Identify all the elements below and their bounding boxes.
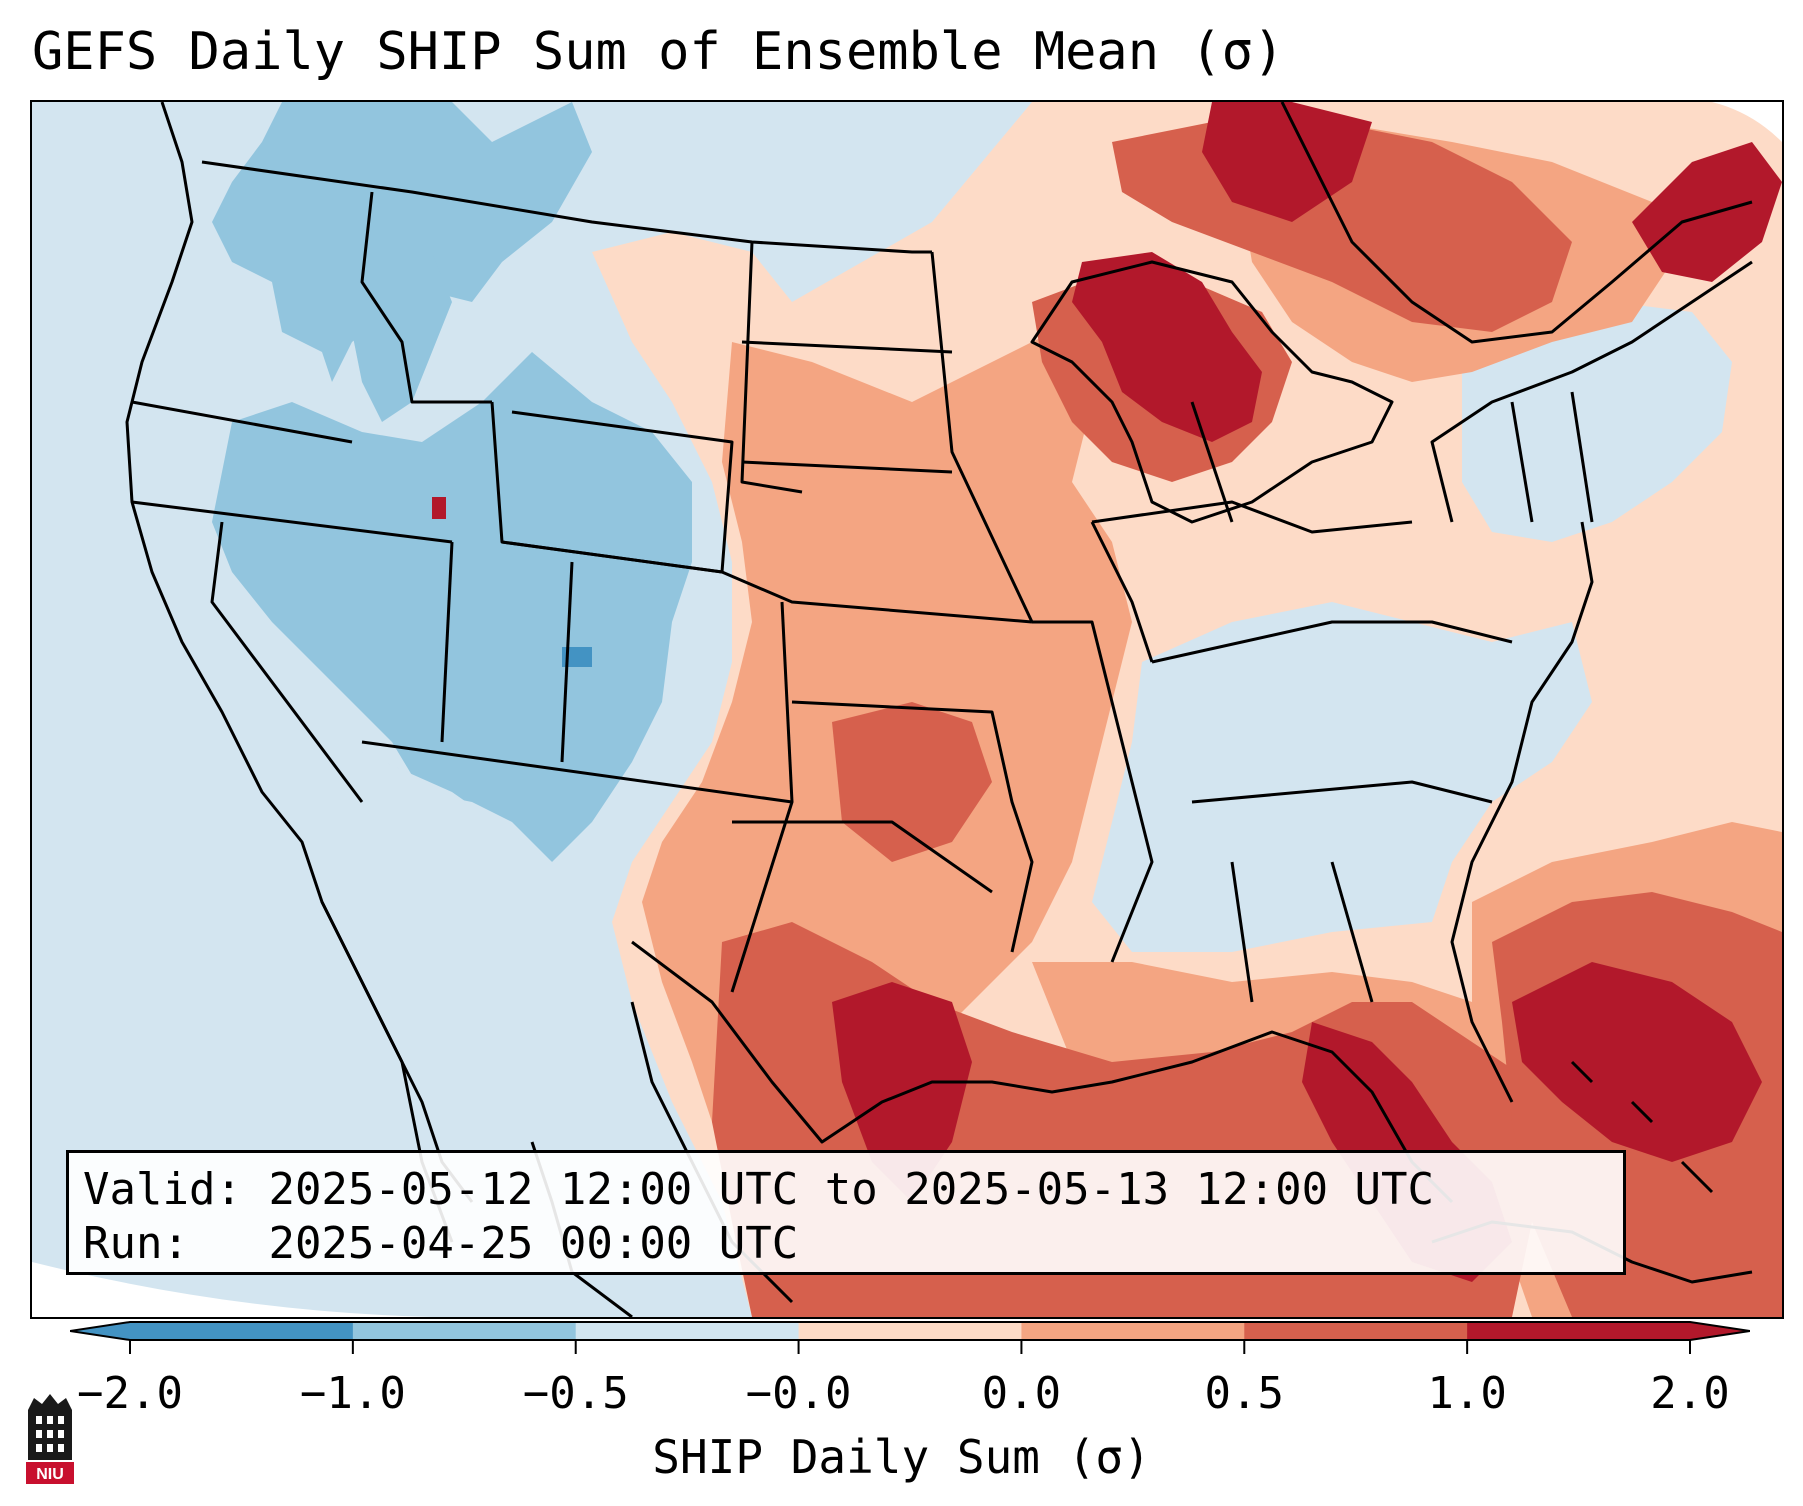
- colorbar-tick-label: 0.5: [1204, 1368, 1285, 1419]
- map-title: GEFS Daily SHIP Sum of Ensemble Mean (σ): [32, 22, 1285, 82]
- colorbar-label: SHIP Daily Sum (σ): [652, 1430, 1151, 1484]
- colorbar-segment: [798, 1322, 1022, 1340]
- field-very-strong-positive-maine: [1632, 142, 1782, 282]
- colorbar-tick-label: 2.0: [1650, 1368, 1730, 1419]
- valid-value: 2025-05-12 12:00 UTC to 2025-05-13 12:00…: [268, 1164, 1435, 1215]
- run-value: 2025-04-25 00:00 UTC: [268, 1218, 799, 1269]
- out-of-domain-ne: [1712, 102, 1782, 142]
- colorbar-segments: [70, 1321, 1750, 1354]
- field-very-strong-positive-lakes: [1072, 252, 1262, 442]
- field-very-strong-positive-north: [1202, 102, 1372, 222]
- colorbar-tick-label: −1.0: [299, 1368, 406, 1419]
- field-very-strong-positive-utah-cell: [432, 497, 446, 519]
- field-very-strong-positive-bahamas: [1512, 962, 1762, 1162]
- field-strong-negative-colorado: [562, 647, 592, 667]
- colorbar: [70, 1321, 1750, 1354]
- colorbar-extend-min: [70, 1322, 130, 1340]
- field-moderate-negative-idaho: [352, 212, 452, 422]
- valid-label: Valid:: [83, 1164, 242, 1215]
- colorbar-tick-label: −0.5: [522, 1368, 629, 1419]
- field-moderate-negative-west: [212, 352, 692, 862]
- niu-logo-icon: NIU: [26, 1394, 74, 1484]
- anomaly-map: [32, 102, 1782, 1317]
- field-weak-negative-southeast: [1092, 602, 1592, 952]
- field-weak-negative-northeast: [1462, 302, 1732, 542]
- colorbar-segment: [1021, 1322, 1245, 1340]
- colorbar-extend-max: [1690, 1322, 1750, 1340]
- svg-text:NIU: NIU: [36, 1466, 64, 1483]
- map-panel: [30, 100, 1784, 1319]
- colorbar-segment: [575, 1322, 800, 1340]
- colorbar-tick-label: 1.0: [1427, 1368, 1507, 1419]
- out-of-domain-sw: [32, 1262, 432, 1317]
- colorbar-segment: [1467, 1322, 1691, 1340]
- colorbar-tick-label: −2.0: [77, 1368, 183, 1419]
- colorbar-segment: [130, 1322, 354, 1340]
- colorbar-segment: [1244, 1322, 1468, 1340]
- run-label: Run:: [83, 1218, 189, 1269]
- valid-run-info-box: Valid: 2025-05-12 12:00 UTC to 2025-05-1…: [66, 1150, 1626, 1275]
- field-very-strong-positive-texas: [832, 982, 972, 1202]
- colorbar-segment: [352, 1322, 577, 1340]
- colorbar-tick-label: 0.0: [981, 1368, 1062, 1419]
- colorbar-tick-label: −0.0: [745, 1368, 852, 1419]
